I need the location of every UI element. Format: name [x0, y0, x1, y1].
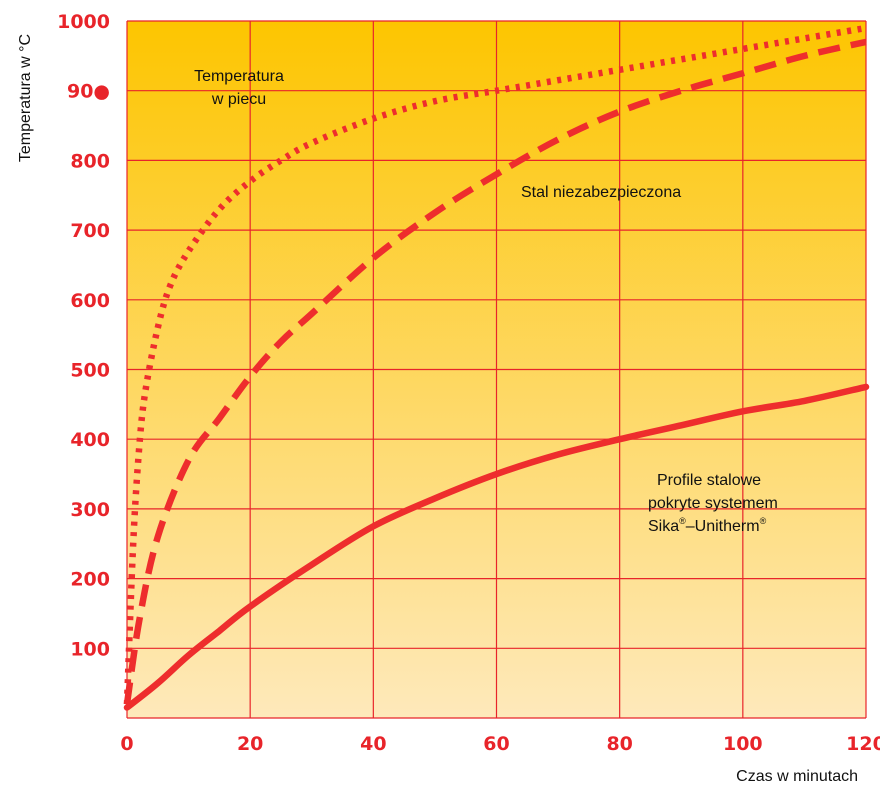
series-line-dashed — [123, 38, 867, 705]
x-tick-label: 40 — [360, 733, 386, 755]
annotation-profile-line1: Profile stalowe — [657, 472, 761, 489]
y-tick-label: 800 — [70, 150, 110, 172]
y-tick-label: 100 — [70, 638, 110, 660]
y-tick-label: 500 — [70, 360, 110, 382]
series-lines — [123, 24, 870, 711]
grid — [126, 20, 867, 719]
y-tick-label: 600 — [70, 290, 110, 312]
x-tick-label: 0 — [120, 733, 133, 755]
y-tick-label: 400 — [70, 429, 110, 451]
annotation-furnace-line2: w piecu — [211, 91, 266, 108]
annotation-profile-sika: Sika — [648, 518, 679, 535]
y-tick-label: 700 — [70, 220, 110, 242]
y-tick-label: 300 — [70, 499, 110, 521]
registered-mark: ® — [679, 516, 686, 526]
x-tick-label: 120 — [846, 733, 880, 755]
x-axis-title: Czas w minutach — [736, 768, 858, 785]
y-tick-label: 1000 — [57, 11, 110, 33]
x-tick-label: 100 — [723, 733, 763, 755]
tick-labels: 0 20 40 60 80 100 120 100 200 300 400 500 600 700 800 9… — [57, 11, 880, 755]
x-tick-label: 80 — [606, 733, 632, 755]
annotation-steel: Stal niezabezpieczona — [521, 184, 681, 201]
y-tick-label: 200 — [70, 569, 110, 591]
y-axis-title: Temperatura w °C — [17, 34, 34, 162]
annotation-profile-unitherm: –Unitherm — [686, 518, 760, 535]
x-tick-label: 20 — [237, 733, 263, 755]
y-tick-label: 90● — [67, 81, 110, 103]
series-line-dotted — [123, 24, 867, 705]
annotation-profile-line2: pokryte systemem — [648, 495, 778, 512]
annotation-profile-line3: Sika®–Unitherm® — [648, 516, 767, 535]
registered-mark: ® — [760, 516, 767, 526]
annotation-furnace-line1: Temperatura — [194, 68, 284, 85]
x-tick-label: 60 — [483, 733, 509, 755]
series-line-solid — [123, 383, 870, 711]
